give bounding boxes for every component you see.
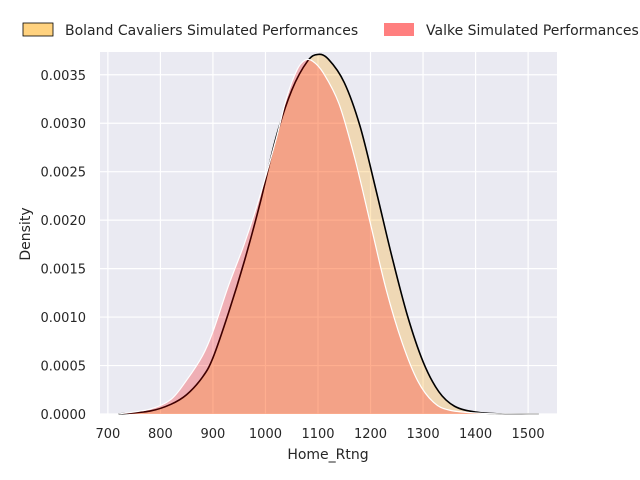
legend-swatch-valke <box>384 23 414 36</box>
x-tick-label: 700 <box>95 427 120 442</box>
y-axis-title: Density <box>18 207 34 260</box>
x-tick-label: 1000 <box>249 427 282 442</box>
grid <box>100 52 557 415</box>
y-tick-label: 0.0025 <box>41 166 87 181</box>
x-tick-label: 900 <box>201 427 226 442</box>
x-tick-label: 800 <box>148 427 173 442</box>
boland-density-line <box>118 53 539 415</box>
x-tick-label: 1200 <box>354 427 387 442</box>
legend-swatch-boland <box>22 22 54 37</box>
y-tick-label: 0.0000 <box>41 408 87 423</box>
x-ticks: 700 800 900 1000 1100 1200 1300 1400 1500 <box>95 427 544 442</box>
x-tick-label: 1100 <box>301 427 334 442</box>
y-tick-label: 0.0010 <box>41 311 87 326</box>
legend: Boland Cavaliers Simulated Performances … <box>22 22 639 39</box>
plot-background <box>100 52 557 414</box>
series-layer <box>118 53 539 415</box>
legend-label-boland: Boland Cavaliers Simulated Performances <box>65 23 358 39</box>
valke-density-line <box>118 58 539 415</box>
y-tick-label: 0.0005 <box>41 360 87 375</box>
valke-density-area <box>118 59 539 415</box>
y-tick-label: 0.0015 <box>41 263 87 278</box>
x-tick-label: 1400 <box>459 427 492 442</box>
y-ticks: 0.0000 0.0005 0.0010 0.0015 0.0020 0.0025 0.00… <box>41 69 87 423</box>
x-tick-label: 1300 <box>407 427 440 442</box>
y-tick-label: 0.0035 <box>41 69 87 84</box>
y-tick-label: 0.0030 <box>41 117 87 132</box>
legend-label-valke: Valke Simulated Performances <box>426 23 639 39</box>
boland-density-area <box>118 54 539 415</box>
y-tick-label: 0.0020 <box>41 214 87 229</box>
x-axis-title: Home_Rtng <box>287 447 368 463</box>
x-tick-label: 1500 <box>512 427 545 442</box>
